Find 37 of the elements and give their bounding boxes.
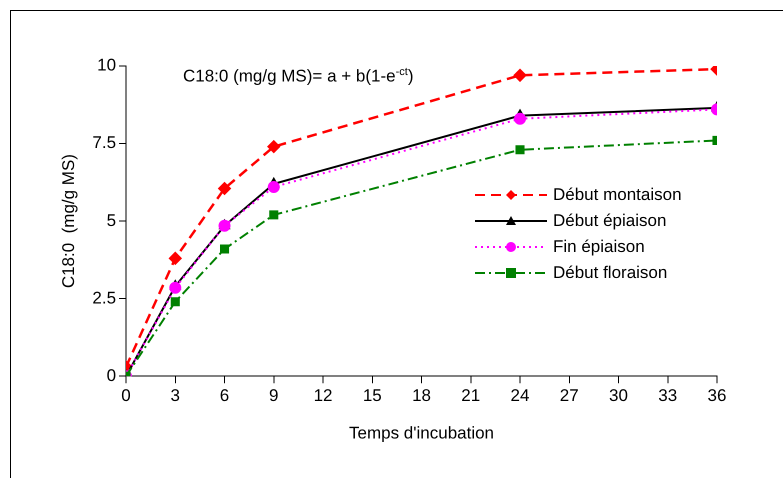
point — [170, 297, 180, 306]
y-tick-label: 10 — [97, 56, 116, 75]
legend-label: Début floraison — [553, 263, 668, 283]
x-tick-label: 15 — [362, 386, 382, 406]
y-tick-label: 5 — [106, 210, 116, 230]
point — [268, 180, 280, 193]
x-tick-label: 0 — [121, 386, 131, 406]
x-axis-title: Temps d'incubation — [349, 423, 494, 442]
point — [268, 140, 280, 153]
x-tick-label: 24 — [510, 386, 530, 406]
x-tick-label: 27 — [560, 386, 579, 406]
x-tick-label: 12 — [314, 386, 332, 406]
point — [218, 220, 231, 232]
y-tick-label: 0 — [106, 366, 116, 385]
point — [169, 282, 182, 294]
point — [218, 182, 231, 195]
x-tick-label: 18 — [412, 386, 431, 406]
x-tick-label: 30 — [609, 386, 628, 406]
point — [220, 244, 230, 254]
x-tick-label: 36 — [708, 386, 726, 406]
y-tick-label: 7.5 — [92, 133, 116, 152]
x-tick-label: 33 — [658, 386, 678, 406]
legend-label: Début montaison — [553, 185, 682, 205]
legend-label: Début épiaison — [553, 211, 666, 231]
x-tick-label: 6 — [220, 386, 230, 406]
point — [169, 252, 182, 265]
y-axis-title: C18:0 (mg/g MS) — [58, 154, 78, 288]
x-tick-label: 9 — [269, 386, 279, 406]
x-tick-label: 21 — [461, 386, 480, 406]
point — [515, 145, 525, 154]
x-tick-label: 3 — [170, 386, 180, 406]
point — [514, 69, 526, 82]
annotation: C18:0 (mg/g MS)= a + b(1-e$^{-ct}$) — [183, 66, 414, 87]
legend-label: Fin épiaison — [553, 237, 645, 257]
y-tick-label: 2.5 — [92, 288, 116, 308]
point — [514, 112, 526, 125]
point — [269, 210, 278, 220]
